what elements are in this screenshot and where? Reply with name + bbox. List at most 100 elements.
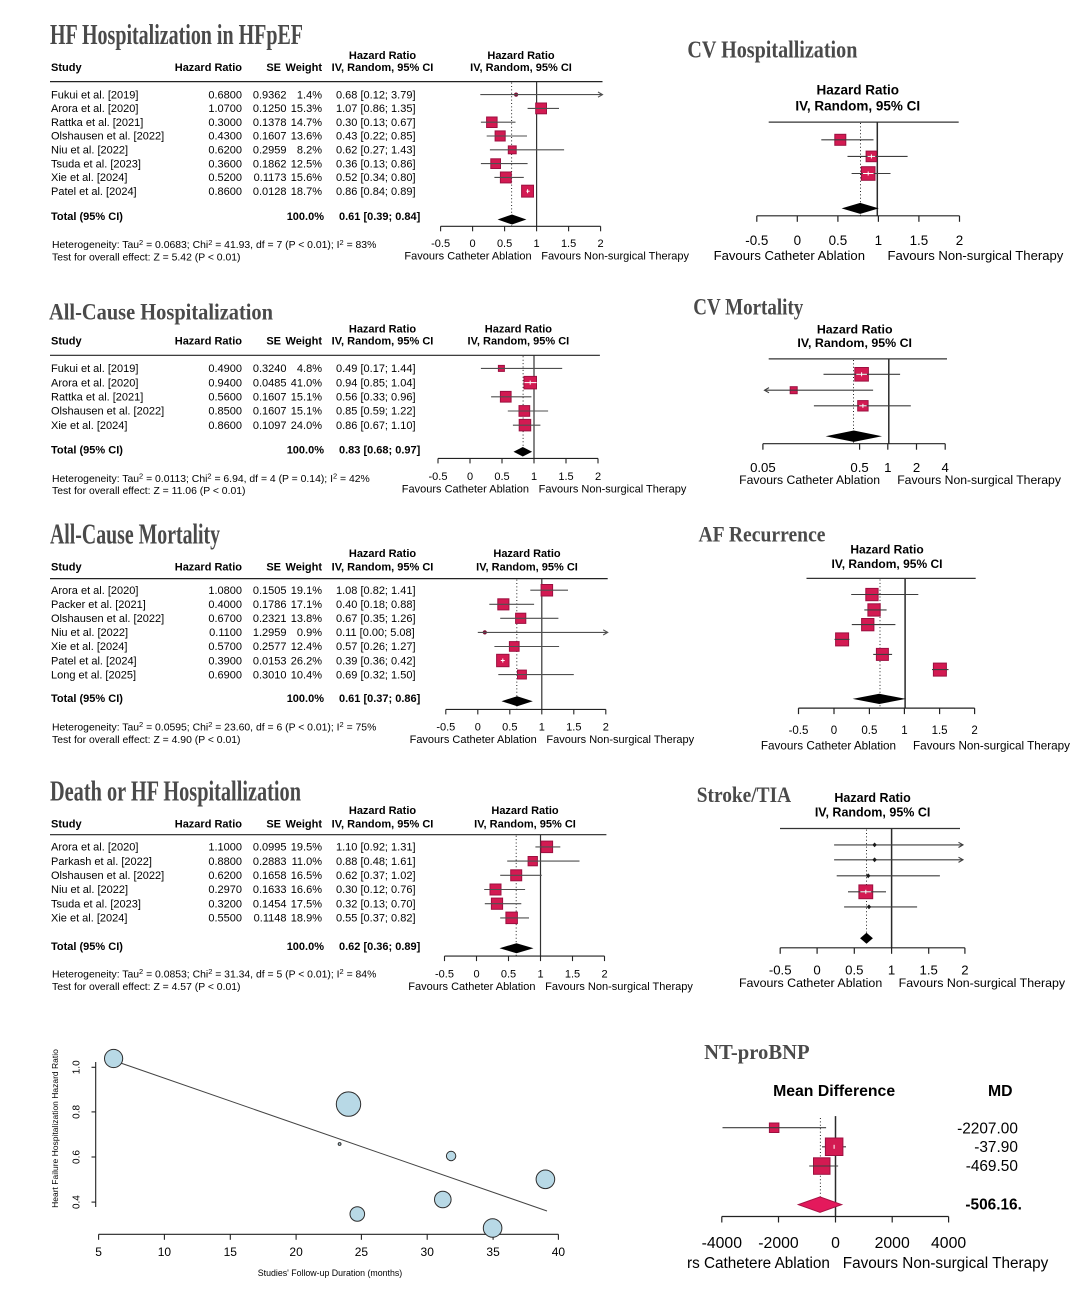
svg-text:0.86 [0.84; 0.89]: 0.86 [0.84; 0.89] (336, 186, 416, 198)
svg-text:1.0700: 1.0700 (208, 103, 242, 115)
svg-text:Favours Non-surgical Therapy: Favours Non-surgical Therapy (913, 739, 1070, 752)
svg-text:1.0800: 1.0800 (208, 585, 242, 597)
svg-text:Favours Non-surgical Therapy: Favours Non-surgical Therapy (897, 473, 1062, 487)
svg-text:0.8600: 0.8600 (208, 420, 242, 432)
svg-text:2: 2 (595, 471, 601, 483)
svg-text:IV, Random, 95% CI: IV, Random, 95% CI (797, 336, 912, 350)
svg-text:0.52 [0.34; 0.80]: 0.52 [0.34; 0.80] (336, 172, 416, 184)
svg-text:-0.5: -0.5 (769, 963, 792, 978)
svg-text:-0.5: -0.5 (789, 725, 809, 737)
svg-text:0.6200: 0.6200 (208, 145, 242, 157)
svg-text:-506.16.: -506.16. (965, 1196, 1021, 1213)
svg-text:10.4%: 10.4% (291, 669, 322, 681)
svg-text:0.30 [0.12; 0.76]: 0.30 [0.12; 0.76] (336, 884, 416, 896)
svg-text:0.2970: 0.2970 (208, 884, 242, 896)
svg-text:Study: Study (51, 336, 82, 348)
svg-text:0.5: 0.5 (861, 725, 877, 737)
svg-text:Hazard Ratio: Hazard Ratio (817, 83, 900, 98)
svg-text:Arora et al. [2020]: Arora et al. [2020] (51, 103, 138, 115)
svg-text:13.8%: 13.8% (291, 613, 322, 625)
svg-text:All-Cause Mortality: All-Cause Mortality (50, 519, 220, 550)
svg-text:-0.5: -0.5 (745, 233, 768, 248)
svg-text:20: 20 (289, 1245, 303, 1259)
svg-text:1: 1 (884, 460, 891, 475)
svg-text:0.0995: 0.0995 (253, 842, 287, 854)
svg-text:100.0%: 100.0% (287, 211, 325, 223)
svg-text:1: 1 (901, 725, 907, 737)
svg-text:IV, Random, 95% CI: IV, Random, 95% CI (795, 99, 920, 114)
svg-text:Xie et al. [2024]: Xie et al. [2024] (51, 172, 127, 184)
svg-text:Patel et al. [2024]: Patel et al. [2024] (51, 186, 137, 198)
svg-text:Hazard Ratio: Hazard Ratio (493, 548, 561, 560)
svg-text:0.1633: 0.1633 (253, 884, 287, 896)
svg-text:-2207.00: -2207.00 (957, 1120, 1018, 1137)
svg-text:Heterogeneity: Tau2 = 0.0853;: Heterogeneity: Tau2 = 0.0853; Chi2 = 31.… (52, 967, 376, 980)
svg-text:0.4300: 0.4300 (208, 131, 242, 143)
svg-text:Packer et al. [2021]: Packer et al. [2021] (51, 599, 146, 611)
svg-text:0.1607: 0.1607 (253, 392, 287, 404)
svg-text:0.11 [0.00; 5.08]: 0.11 [0.00; 5.08] (336, 627, 415, 639)
svg-text:0: 0 (473, 968, 479, 980)
svg-text:SE: SE (266, 562, 281, 574)
svg-text:Favours Catheter Ablation: Favours Catheter Ablation (761, 739, 896, 752)
svg-text:Mean Difference: Mean Difference (773, 1083, 895, 1100)
svg-text:0.39 [0.36; 0.42]: 0.39 [0.36; 0.42] (336, 655, 416, 667)
svg-text:Arora et al. [2020]: Arora et al. [2020] (51, 842, 138, 854)
svg-text:Total (95% CI): Total (95% CI) (51, 211, 123, 223)
svg-text:0.69 [0.32; 1.50]: 0.69 [0.32; 1.50] (336, 669, 416, 681)
svg-text:0.1378: 0.1378 (253, 117, 287, 129)
svg-text:1.08 [0.82; 1.41]: 1.08 [0.82; 1.41] (336, 585, 416, 597)
svg-text:Heterogeneity: Tau2 = 0.0595;: Heterogeneity: Tau2 = 0.0595; Chi2 = 23.… (52, 720, 376, 733)
svg-text:17.1%: 17.1% (291, 599, 322, 611)
svg-text:Patel et al. [2024]: Patel et al. [2024] (51, 655, 137, 667)
svg-text:100.0%: 100.0% (287, 445, 325, 457)
svg-text:12.4%: 12.4% (291, 641, 322, 653)
svg-text:0.1454: 0.1454 (253, 898, 287, 910)
svg-text:0.5: 0.5 (497, 238, 512, 250)
svg-text:CV Hospitallization: CV Hospitallization (687, 37, 857, 63)
svg-text:Rattka et al. [2021]: Rattka et al. [2021] (51, 117, 143, 129)
svg-text:15.3%: 15.3% (291, 103, 322, 115)
svg-text:Total (95% CI): Total (95% CI) (51, 693, 123, 705)
svg-text:0.43 [0.22; 0.85]: 0.43 [0.22; 0.85] (336, 131, 416, 143)
svg-text:Test for overall effect: Z = 1: Test for overall effect: Z = 11.06 (P < … (52, 486, 245, 497)
svg-text:MD: MD (988, 1083, 1013, 1100)
svg-text:19.5%: 19.5% (291, 842, 322, 854)
svg-text:0.2321: 0.2321 (253, 613, 287, 625)
svg-text:-469.50: -469.50 (966, 1158, 1018, 1175)
svg-text:2: 2 (956, 233, 963, 248)
svg-text:0.1097: 0.1097 (253, 420, 287, 432)
svg-text:Niu et al. [2022]: Niu et al. [2022] (51, 884, 128, 896)
svg-text:11.0%: 11.0% (292, 856, 323, 868)
svg-text:0: 0 (470, 238, 476, 250)
svg-text:0.1100: 0.1100 (209, 627, 242, 639)
svg-text:0.40 [0.18; 0.88]: 0.40 [0.18; 0.88] (336, 599, 416, 611)
svg-text:IV, Random, 95% CI: IV, Random, 95% CI (468, 336, 570, 348)
svg-text:IV, Random, 95% CI: IV, Random, 95% CI (470, 62, 572, 74)
svg-text:Stroke/TIA: Stroke/TIA (697, 782, 792, 807)
svg-text:Heterogeneity: Tau2 = 0.0683;: Heterogeneity: Tau2 = 0.0683; Chi2 = 41.… (52, 238, 376, 251)
svg-text:0.9400: 0.9400 (208, 377, 242, 389)
svg-text:4.8%: 4.8% (297, 363, 322, 375)
svg-text:0.9362: 0.9362 (253, 89, 287, 101)
svg-text:0.5: 0.5 (502, 722, 517, 734)
svg-text:100.0%: 100.0% (287, 941, 325, 953)
svg-text:0.6200: 0.6200 (208, 870, 242, 882)
svg-text:15.6%: 15.6% (291, 172, 322, 184)
svg-text:Favours Catheter Ablation: Favours Catheter Ablation (404, 251, 531, 263)
svg-text:Test for overall effect: Z = 4: Test for overall effect: Z = 4.90 (P < 0… (52, 735, 240, 746)
svg-text:CV Mortality: CV Mortality (693, 295, 803, 320)
svg-text:26.2%: 26.2% (291, 655, 322, 667)
svg-text:0.68 [0.12; 3.79]: 0.68 [0.12; 3.79] (336, 89, 416, 101)
svg-text:AF Recurrence: AF Recurrence (699, 521, 826, 546)
svg-text:Long et al. [2025]: Long et al. [2025] (51, 669, 136, 681)
svg-text:0.5600: 0.5600 (208, 392, 242, 404)
svg-text:0.86 [0.67; 1.10]: 0.86 [0.67; 1.10] (336, 420, 416, 432)
svg-text:IV, Random, 95% CI: IV, Random, 95% CI (332, 562, 434, 574)
svg-text:Study: Study (51, 818, 82, 830)
svg-text:0: 0 (831, 725, 837, 737)
svg-text:Studies' Follow-up Duration (m: Studies' Follow-up Duration (months) (258, 1268, 403, 1278)
svg-text:0.36 [0.13; 0.86]: 0.36 [0.13; 0.86] (336, 158, 416, 170)
svg-text:1.0: 1.0 (72, 1060, 83, 1074)
svg-text:NT-proBNP: NT-proBNP (704, 1040, 810, 1064)
